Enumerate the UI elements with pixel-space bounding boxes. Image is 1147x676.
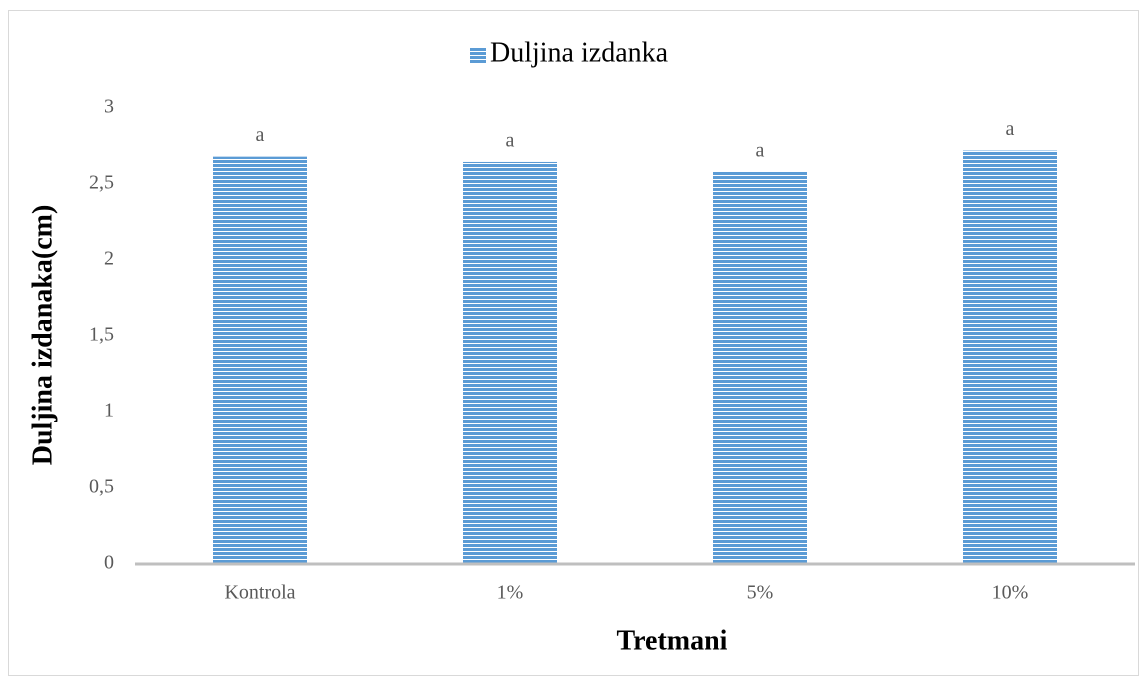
y-tick-label: 1 [104,400,114,422]
x-tick-label: 1% [497,582,524,604]
bar [713,171,807,564]
y-axis-title: Duljina izdanaka(cm) [27,205,58,466]
x-tick-label: 10% [992,582,1029,604]
legend-label: Duljina izdanka [490,37,669,68]
y-tick-label: 0 [104,552,114,574]
bar [463,161,557,564]
y-tick-label: 3 [104,96,114,118]
bar [963,150,1057,564]
y-tick-label: 2 [104,248,114,270]
bar [213,156,307,564]
x-tick-label: Kontrola [224,582,295,604]
legend-swatch [470,47,486,63]
y-tick-label: 2,5 [89,172,114,194]
annotation: a [1006,118,1015,140]
annotation: a [506,130,515,152]
x-axis-title: Tretmani [617,625,728,656]
annotation: a [756,139,765,161]
x-tick-label: 5% [747,582,774,604]
annotation: a [256,124,265,146]
y-tick-label: 1,5 [89,324,114,346]
y-tick-label: 0,5 [89,476,114,498]
